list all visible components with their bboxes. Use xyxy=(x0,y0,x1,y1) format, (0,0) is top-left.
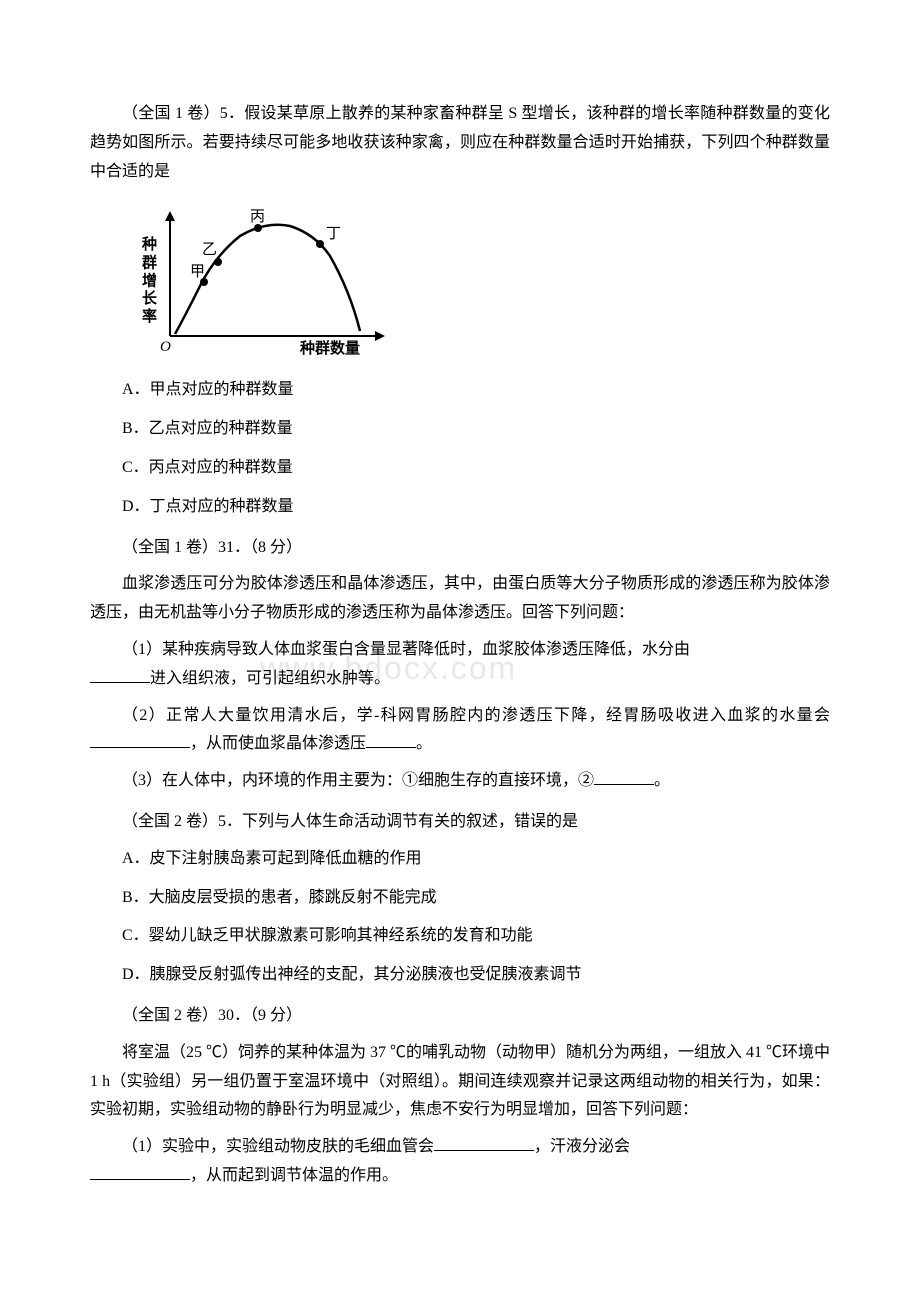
q4-p1-before: （1）实验中，实验组动物皮肤的毛细血管会 xyxy=(122,1138,434,1155)
y-axis-label: 种 群 增 长 率 xyxy=(140,236,158,325)
q3-choice-d: D．胰腺受反射弧传出神经的支配，其分泌胰液也受促胰液素调节 xyxy=(122,961,830,990)
q2-p1-before: （1）某种疾病导致人体血浆蛋白含量显著降低时，血浆胶体渗透压降低，水分由 xyxy=(122,641,690,658)
q4-header: （全国 2 卷）30．（9 分） xyxy=(90,1002,830,1031)
point-ding xyxy=(316,240,324,248)
origin-label: O xyxy=(160,339,171,355)
q4-p1-after: ，从而起到调节体温的作用。 xyxy=(190,1167,398,1184)
q4-sub1: （1）实验中，实验组动物皮肤的毛细血管会 ，汗液分泌会 ，从而起到调节体温的作用。 xyxy=(90,1133,830,1191)
q1-choice-b: B．乙点对应的种群数量 xyxy=(122,415,830,444)
x-axis-arrow xyxy=(375,331,385,341)
label-jia: 甲 xyxy=(190,264,205,280)
q1-header: （全国 1 卷）5．假设某草原上散养的某种家畜种群呈 S 型增长，该种群的增长率… xyxy=(90,100,830,186)
label-yi: 乙 xyxy=(202,242,217,258)
q2-blank2 xyxy=(90,732,190,748)
label-ding: 丁 xyxy=(326,226,341,242)
q4-p1-mid: ，汗液分泌会 xyxy=(534,1138,630,1155)
q1-choice-a: A．甲点对应的种群数量 xyxy=(122,376,830,405)
q2-p3-after: 。 xyxy=(654,772,670,789)
q2-p3-before: （3）在人体中，内环境的作用主要为：①细胞生存的直接环境，② xyxy=(122,772,594,789)
q2-p1-after: 进入组织液，可引起组织水肿等。 xyxy=(150,670,390,687)
q4-blank2 xyxy=(90,1164,190,1180)
q2-blank1 xyxy=(90,667,150,683)
q2-sub3: （3）在人体中，内环境的作用主要为：①细胞生存的直接环境，② 。 xyxy=(90,767,830,796)
growth-rate-chart: 甲 乙 丙 丁 O 种群数量 种 群 增 长 率 xyxy=(130,206,400,356)
q1-choice-c: C．丙点对应的种群数量 xyxy=(122,454,830,483)
q4-blank1 xyxy=(434,1135,534,1151)
q3-header: （全国 2 卷）5．下列与人体生命活动调节有关的叙述，错误的是 xyxy=(90,808,830,837)
y-axis-arrow xyxy=(165,211,175,221)
q4-intro: 将室温（25 ℃）饲养的某种体温为 37 ℃的哺乳动物（动物甲）随机分为两组，一… xyxy=(90,1039,830,1125)
q2-blank3 xyxy=(366,732,416,748)
label-bing: 丙 xyxy=(250,209,265,225)
q2-p2-mid: ，从而使血浆晶体渗透压 xyxy=(190,735,366,752)
q3-choice-a: A．皮下注射胰岛素可起到降低血糖的作用 xyxy=(122,845,830,874)
q3-choice-c: C．婴幼儿缺乏甲状腺激素可影响其神经系统的发育和功能 xyxy=(122,922,830,951)
q2-intro: 血浆渗透压可分为胶体渗透压和晶体渗透压，其中，由蛋白质等大分子物质形成的渗透压称… xyxy=(90,570,830,628)
q2-header: （全国 1 卷）31．（8 分） xyxy=(90,534,830,563)
q2-p2-before: （2）正常人大量饮用清水后，学-科网胃肠腔内的渗透压下降，经胃肠吸收进入血浆的水… xyxy=(122,707,830,724)
x-axis-label: 种群数量 xyxy=(299,339,360,356)
point-bing xyxy=(254,224,262,232)
q2-p2-after: 。 xyxy=(416,735,432,752)
q1-choice-d: D．丁点对应的种群数量 xyxy=(122,493,830,522)
q2-blank4 xyxy=(594,769,654,785)
q3-choice-b: B．大脑皮层受损的患者，膝跳反射不能完成 xyxy=(122,884,830,913)
q2-sub1: （1）某种疾病导致人体血浆蛋白含量显著降低时，血浆胶体渗透压降低，水分由 进入组… xyxy=(90,636,830,694)
point-yi xyxy=(214,258,222,266)
q2-sub2: （2）正常人大量饮用清水后，学-科网胃肠腔内的渗透压下降，经胃肠吸收进入血浆的水… xyxy=(90,702,830,760)
